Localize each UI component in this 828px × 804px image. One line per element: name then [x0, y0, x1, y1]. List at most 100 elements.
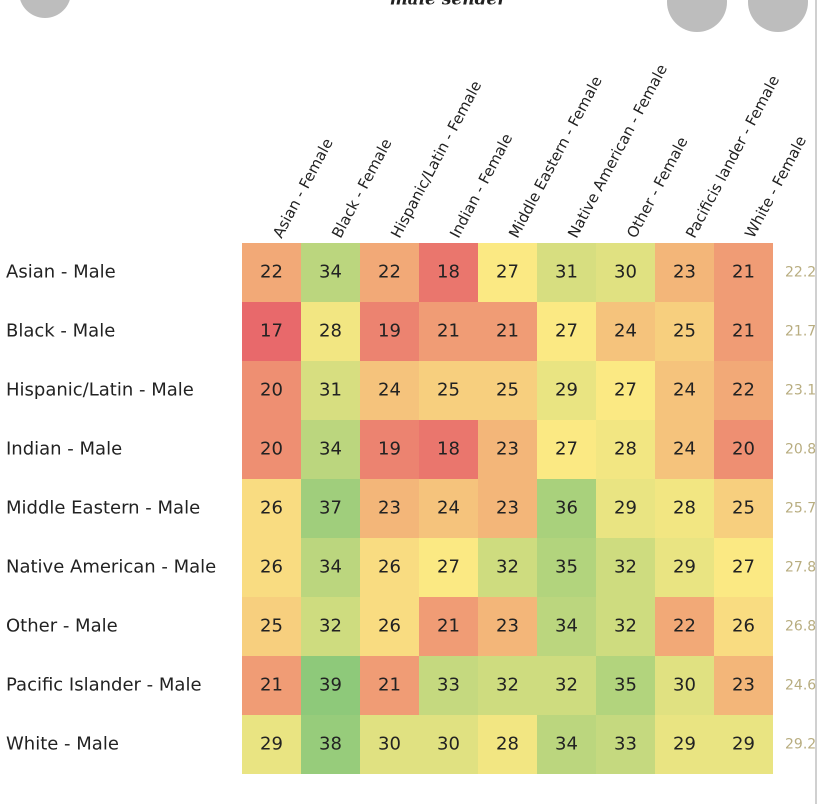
heat-cell: [478, 656, 537, 715]
cell-value: 26: [260, 557, 283, 578]
heat-cell: [242, 597, 301, 656]
heat-cell: [537, 420, 596, 479]
heat-cell: [655, 420, 714, 479]
cell-value: 27: [437, 557, 460, 578]
heat-cell: [655, 243, 714, 302]
heat-cell: [655, 538, 714, 597]
heat-cell: [419, 361, 478, 420]
cell-value: 20: [732, 439, 755, 460]
cell-value: 28: [319, 321, 342, 342]
heat-cell: [242, 656, 301, 715]
heat-cell: [301, 302, 360, 361]
heat-cell: [301, 538, 360, 597]
heat-cell: [360, 715, 419, 774]
heat-cell: [419, 479, 478, 538]
heat-cell: [714, 715, 773, 774]
heat-cell: [714, 243, 773, 302]
row-average: 20.8: [785, 442, 816, 458]
cell-value: 25: [260, 616, 283, 637]
cell-value: 36: [555, 498, 578, 519]
heat-cell: [242, 302, 301, 361]
cell-value: 29: [732, 734, 755, 755]
cell-value: 39: [319, 675, 342, 696]
heat-cell: [537, 243, 596, 302]
heat-cell: [596, 656, 655, 715]
cell-value: 24: [673, 439, 696, 460]
heat-cell: [714, 597, 773, 656]
row-label: Asian - Male: [6, 262, 116, 283]
heat-cell: [360, 656, 419, 715]
heat-cell: [419, 656, 478, 715]
heat-cell: [478, 538, 537, 597]
icon-button[interactable]: [748, 0, 808, 32]
heat-cell: [655, 656, 714, 715]
heat-cell: [242, 420, 301, 479]
heat-cell: [714, 656, 773, 715]
cell-value: 17: [260, 321, 283, 342]
heat-cell: [478, 597, 537, 656]
row-average: 21.7: [785, 324, 816, 340]
heat-cell: [360, 420, 419, 479]
heat-cell: [242, 243, 301, 302]
cell-value: 23: [496, 498, 519, 519]
heat-cell: [714, 538, 773, 597]
cell-value: 18: [437, 439, 460, 460]
heat-cell: [301, 243, 360, 302]
heat-cell: [242, 538, 301, 597]
heat-cell: [537, 715, 596, 774]
cell-value: 28: [496, 734, 519, 755]
cell-value: 21: [496, 321, 519, 342]
cell-value: 26: [732, 616, 755, 637]
cell-value: 28: [614, 439, 637, 460]
cell-value: 23: [378, 498, 401, 519]
cell-value: 25: [496, 380, 519, 401]
cell-value: 23: [732, 675, 755, 696]
heat-cell: [301, 656, 360, 715]
icon-button[interactable]: [19, 0, 71, 18]
heat-cell: [419, 715, 478, 774]
cell-value: 21: [437, 321, 460, 342]
heat-cell: [419, 538, 478, 597]
cell-value: 37: [319, 498, 342, 519]
cell-value: 29: [614, 498, 637, 519]
heat-cell: [242, 715, 301, 774]
cell-value: 27: [614, 380, 637, 401]
heat-cell: [301, 420, 360, 479]
cell-value: 24: [614, 321, 637, 342]
column-label: White - Female: [741, 133, 810, 241]
heat-cell: [478, 243, 537, 302]
heat-cell: [596, 361, 655, 420]
cell-value: 35: [555, 557, 578, 578]
cell-value: 29: [673, 557, 696, 578]
cell-value: 30: [614, 262, 637, 283]
cell-value: 21: [378, 675, 401, 696]
cell-value: 30: [378, 734, 401, 755]
icon-button[interactable]: [667, 0, 727, 32]
row-label: Middle Eastern - Male: [6, 498, 200, 519]
row-label: White - Male: [6, 734, 119, 755]
heat-cell: [360, 361, 419, 420]
heat-cell: [478, 361, 537, 420]
heat-cell: [655, 479, 714, 538]
row-average: 24.6: [785, 678, 816, 694]
row-average: 22.2: [785, 265, 816, 281]
cell-value: 21: [732, 262, 755, 283]
row-label: Other - Male: [6, 616, 118, 637]
cell-value: 27: [555, 439, 578, 460]
cell-value: 25: [437, 380, 460, 401]
cell-value: 31: [319, 380, 342, 401]
heat-cell: [478, 479, 537, 538]
heat-cell: [714, 479, 773, 538]
heat-cell: [714, 302, 773, 361]
cell-value: 23: [496, 439, 519, 460]
cell-value: 22: [378, 262, 401, 283]
heat-cell: [596, 597, 655, 656]
cell-value: 26: [378, 557, 401, 578]
row-average: 29.2: [785, 737, 816, 753]
cell-value: 23: [673, 262, 696, 283]
cell-value: 27: [555, 321, 578, 342]
cell-value: 32: [496, 557, 519, 578]
heat-cell: [596, 479, 655, 538]
cell-value: 38: [319, 734, 342, 755]
